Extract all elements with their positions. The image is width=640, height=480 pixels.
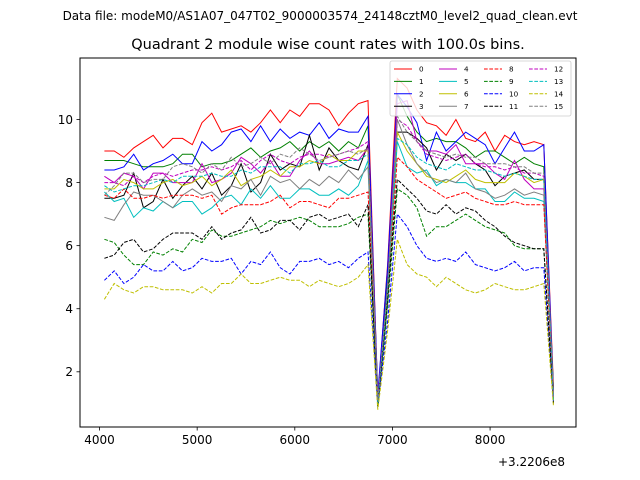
x-tick-label: 6000 xyxy=(280,433,311,447)
x-tick-label: 8000 xyxy=(475,433,506,447)
legend-label-0: 0 xyxy=(419,65,424,74)
series-line-6 xyxy=(104,130,554,404)
legend-label-4: 4 xyxy=(464,65,469,74)
series-line-9 xyxy=(104,188,554,407)
series-line-4 xyxy=(104,99,554,401)
series-line-7 xyxy=(104,119,554,404)
y-tick-label: 4 xyxy=(65,302,73,316)
y-tick-label: 8 xyxy=(65,176,73,190)
series-line-13 xyxy=(104,137,554,404)
legend-label-6: 6 xyxy=(464,89,469,98)
legend-label-2: 2 xyxy=(419,89,424,98)
legend-label-10: 10 xyxy=(509,89,519,98)
x-tick-label: 4000 xyxy=(84,433,115,447)
series-line-0 xyxy=(104,77,554,398)
legend-label-14: 14 xyxy=(554,89,564,98)
series-line-14 xyxy=(103,239,554,410)
legend-label-11: 11 xyxy=(509,102,518,111)
series-line-5 xyxy=(104,141,554,407)
data-file-suptitle: Data file: modeM0/AS1A07_047T02_90000035… xyxy=(63,9,578,23)
axes-frame xyxy=(79,57,577,428)
y-tick-label: 2 xyxy=(65,365,73,379)
legend-box xyxy=(389,60,572,117)
series-line-15 xyxy=(104,114,554,401)
series-line-11 xyxy=(104,178,554,407)
x-offset-label: +3.2206e8 xyxy=(498,455,565,469)
legend-label-15: 15 xyxy=(554,102,563,111)
chart-title: Quadrant 2 module wise count rates with … xyxy=(131,37,525,53)
series-line-2 xyxy=(104,92,554,394)
series-line-10 xyxy=(104,212,554,407)
legend-label-5: 5 xyxy=(464,77,469,86)
plot-area xyxy=(103,77,554,410)
series-line-3 xyxy=(104,131,554,404)
series-line-8 xyxy=(104,156,554,404)
y-tick-label: 10 xyxy=(58,113,73,127)
legend-label-9: 9 xyxy=(509,77,514,86)
legend-label-1: 1 xyxy=(419,77,424,86)
x-tick-label: 5000 xyxy=(182,433,213,447)
legend-label-7: 7 xyxy=(464,102,469,111)
x-tick-label: 7000 xyxy=(377,433,408,447)
series-line-12 xyxy=(104,118,554,401)
legend-label-8: 8 xyxy=(509,65,514,74)
legend-label-3: 3 xyxy=(419,102,424,111)
legend-label-12: 12 xyxy=(554,65,563,74)
series-line-1 xyxy=(104,94,554,398)
y-tick-label: 6 xyxy=(65,239,73,253)
legend-label-13: 13 xyxy=(554,77,563,86)
